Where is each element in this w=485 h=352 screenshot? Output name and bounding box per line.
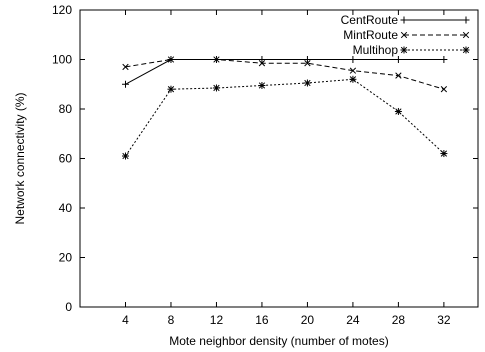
- series-line-multihop: [125, 78, 445, 157]
- y-axis-ticks: 0 20 40 60 80 100 120: [52, 3, 478, 314]
- y-tick-label: 100: [52, 53, 72, 67]
- data-point-mintroute: [440, 86, 448, 93]
- data-point-multihop: [440, 150, 448, 158]
- data-point-mintroute: [349, 67, 357, 74]
- legend-marker: [462, 16, 470, 24]
- y-axis-title: Network connectivity (%): [13, 92, 27, 224]
- legend-marker: [400, 16, 408, 24]
- legend-label: Multihop: [353, 43, 399, 57]
- data-point-centroute: [440, 56, 448, 63]
- data-point-centroute: [258, 56, 266, 63]
- data-point-mintroute: [122, 63, 129, 71]
- data-point-centroute: [394, 56, 402, 63]
- data-point-multihop: [303, 79, 311, 87]
- series-layer: [121, 56, 448, 160]
- plot-border: [79, 9, 479, 308]
- legend-label: CentRoute: [341, 13, 399, 27]
- x-tick-label: 4: [122, 313, 129, 327]
- data-point-multihop: [167, 85, 175, 93]
- plot-frame: [79, 9, 479, 308]
- y-tick-label: 120: [52, 3, 72, 17]
- data-point-mintroute: [395, 72, 402, 79]
- legend-marker: [400, 31, 408, 39]
- legend-marker: [400, 46, 408, 54]
- data-point-centroute: [121, 80, 129, 88]
- data-point-mintroute: [167, 56, 175, 63]
- x-tick-label: 32: [437, 313, 451, 327]
- y-tick-label: 0: [65, 300, 72, 314]
- y-tick-label: 40: [59, 201, 73, 215]
- legend-label: MintRoute: [343, 28, 398, 42]
- x-tick-label: 20: [301, 313, 315, 327]
- data-point-multihop: [349, 75, 357, 83]
- data-point-centroute: [349, 56, 357, 63]
- x-tick-label: 12: [210, 313, 224, 327]
- data-point-multihop: [394, 107, 402, 115]
- data-point-multihop: [212, 84, 220, 92]
- legend-marker: [462, 31, 470, 39]
- data-point-mintroute: [304, 60, 311, 67]
- data-point-mintroute: [213, 56, 220, 63]
- data-point-multihop: [258, 81, 266, 89]
- y-tick-label: 80: [59, 102, 73, 116]
- x-axis-ticks: 4 8 12 16 20 24 28 32: [122, 10, 451, 327]
- legend-marker: [462, 46, 470, 54]
- series-line-mintroute: [125, 59, 445, 90]
- series-line-centroute: [125, 59, 444, 85]
- x-tick-label: 28: [392, 313, 406, 327]
- x-tick-label: 8: [168, 313, 175, 327]
- x-tick-label: 16: [255, 313, 269, 327]
- data-point-multihop: [121, 152, 129, 160]
- y-tick-label: 20: [59, 251, 73, 265]
- data-point-mintroute: [258, 60, 266, 67]
- x-tick-label: 24: [346, 313, 360, 327]
- data-point-centroute: [303, 56, 311, 63]
- x-axis-title: Mote neighbor density (number of motes): [169, 334, 388, 348]
- y-tick-label: 60: [59, 152, 73, 166]
